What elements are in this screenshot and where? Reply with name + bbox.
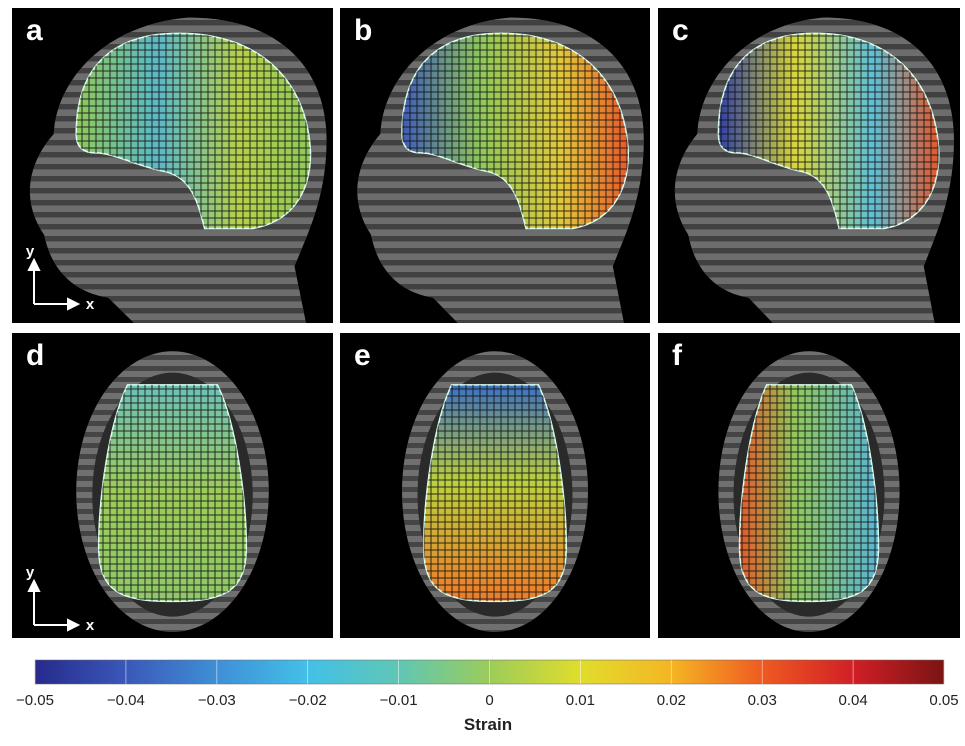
colorbar-tick-label: −0.05: [16, 692, 54, 709]
colorbar-tick-label: −0.01: [380, 692, 418, 709]
colorbar-tick-label: 0: [485, 692, 493, 709]
x-axis-label: x: [86, 617, 95, 634]
colorbar-tick-label: 0.01: [566, 692, 595, 709]
colorbar-tick-label: −0.02: [289, 692, 327, 709]
colorbar-tick-label: 0.03: [748, 692, 777, 709]
colorbar-tick-label: 0.05: [929, 692, 958, 709]
panel-label-b: b: [354, 14, 373, 47]
panel-label-a: a: [26, 14, 43, 47]
sagittal-mri-image: [357, 17, 644, 323]
panel-label-f: f: [672, 339, 682, 372]
axis-indicator: [27, 257, 81, 311]
axis-indicator: [27, 578, 81, 632]
strain-overlay: [738, 384, 880, 603]
panel-c: c: [658, 8, 960, 323]
strain-overlay: [75, 32, 312, 230]
x-axis-label: x: [86, 296, 95, 313]
strain-colorbar: −0.05 −0.04 −0.03 −0.02 −0.01 0 0.01 0.02 0.03 0.…: [0, 648, 965, 741]
y-axis-label: y: [26, 564, 35, 581]
y-axis-label: y: [26, 243, 35, 260]
axial-mri-image: [718, 351, 900, 632]
sagittal-mri-image: [674, 17, 954, 323]
panel-label-d: d: [26, 339, 45, 372]
panel-b: b: [340, 8, 650, 323]
panel-label-e: e: [354, 339, 371, 372]
panel-label-c: c: [672, 14, 689, 47]
panel-e: e: [340, 333, 650, 638]
axial-mri-image: [402, 351, 588, 632]
colorbar-tick-label: −0.04: [107, 692, 145, 709]
colorbar-title: Strain: [464, 715, 512, 734]
sagittal-mri-image: yx: [26, 17, 327, 323]
colorbar-tick-label: 0.02: [657, 692, 686, 709]
colorbar-tick-label: 0.04: [838, 692, 867, 709]
panel-f: f: [658, 333, 960, 638]
axial-mri-image: yx: [26, 351, 269, 634]
colorbar-tick-label: −0.03: [198, 692, 236, 709]
